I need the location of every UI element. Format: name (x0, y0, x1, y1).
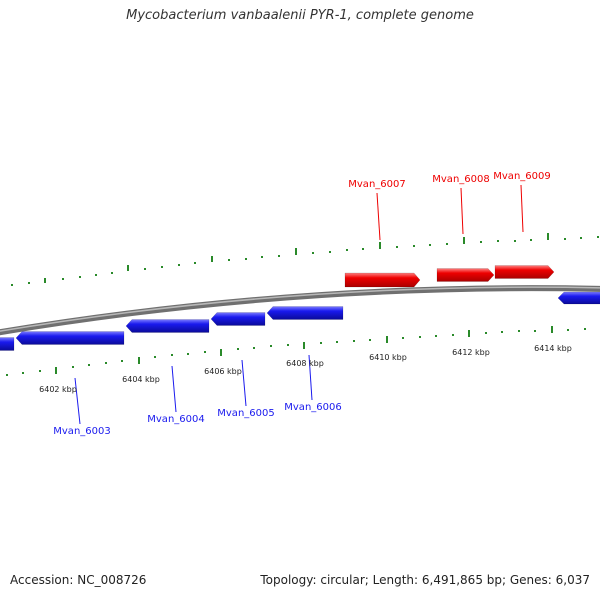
scale-label-6414: 6414 kbp (534, 344, 572, 353)
gene-arrow-mvan-6006 (266, 306, 344, 320)
gene-label-mvan-6007[interactable]: Mvan_6007 (348, 179, 405, 190)
leader-mvan-6003 (74, 377, 81, 425)
leader-mvan-6005 (241, 359, 247, 407)
gene-label-mvan-6009[interactable]: Mvan_6009 (493, 171, 550, 182)
outer-scale-ticks (11, 233, 599, 286)
leaders-layer (74, 184, 524, 425)
gene-arrow-mvan-6009 (494, 265, 555, 279)
genome-summary-text: Topology: circular; Length: 6,491,865 bp… (260, 573, 590, 587)
gene-arrow-mvan-6005 (210, 312, 266, 326)
scale-label-6406: 6406 kbp (204, 367, 242, 376)
leader-mvan-6006 (308, 354, 313, 401)
backbone-highlight (0, 286, 600, 332)
gene-arrow-mvan-6003 (15, 331, 125, 345)
gene-label-mvan-6005[interactable]: Mvan_6005 (217, 408, 274, 419)
gene-label-mvan-6006[interactable]: Mvan_6006 (284, 402, 341, 413)
gene-arrow-mvan-6008 (436, 268, 495, 282)
gene-labels-layer: Mvan_6003 Mvan_6004 Mvan_6005 Mvan_6006 … (53, 171, 550, 437)
inner-scale-ticks (6, 326, 586, 376)
scale-label-6402: 6402 kbp (39, 385, 77, 394)
leader-mvan-6009 (520, 184, 524, 233)
gene-arrow-mvan-6004 (125, 319, 210, 333)
leader-mvan-6008 (460, 187, 464, 235)
scale-label-6410: 6410 kbp (369, 353, 407, 362)
scale-labels-layer: 6402 kbp 6404 kbp 6406 kbp 6408 kbp 6410… (39, 344, 572, 394)
accession-text: Accession: NC_008726 (10, 573, 147, 587)
map-title: Mycobacterium vanbaalenii PYR-1, complet… (126, 8, 474, 23)
genes-layer (0, 265, 600, 351)
genome-backbone (0, 285, 600, 336)
gene-arrow-mvan-6010 (557, 291, 600, 305)
scale-label-6404: 6404 kbp (122, 375, 160, 384)
gene-arrow-mvan-6007 (344, 272, 421, 288)
leader-mvan-6007 (376, 192, 381, 241)
gene-label-mvan-6008[interactable]: Mvan_6008 (432, 174, 489, 185)
gene-label-mvan-6003[interactable]: Mvan_6003 (53, 426, 110, 437)
scale-label-6408: 6408 kbp (286, 359, 324, 368)
gene-label-mvan-6004[interactable]: Mvan_6004 (147, 414, 204, 425)
backbone-layer (0, 285, 600, 336)
scale-label-6412: 6412 kbp (452, 348, 490, 357)
gene-arrow-mvan-6002 (0, 337, 15, 351)
leader-mvan-6004 (171, 365, 177, 413)
